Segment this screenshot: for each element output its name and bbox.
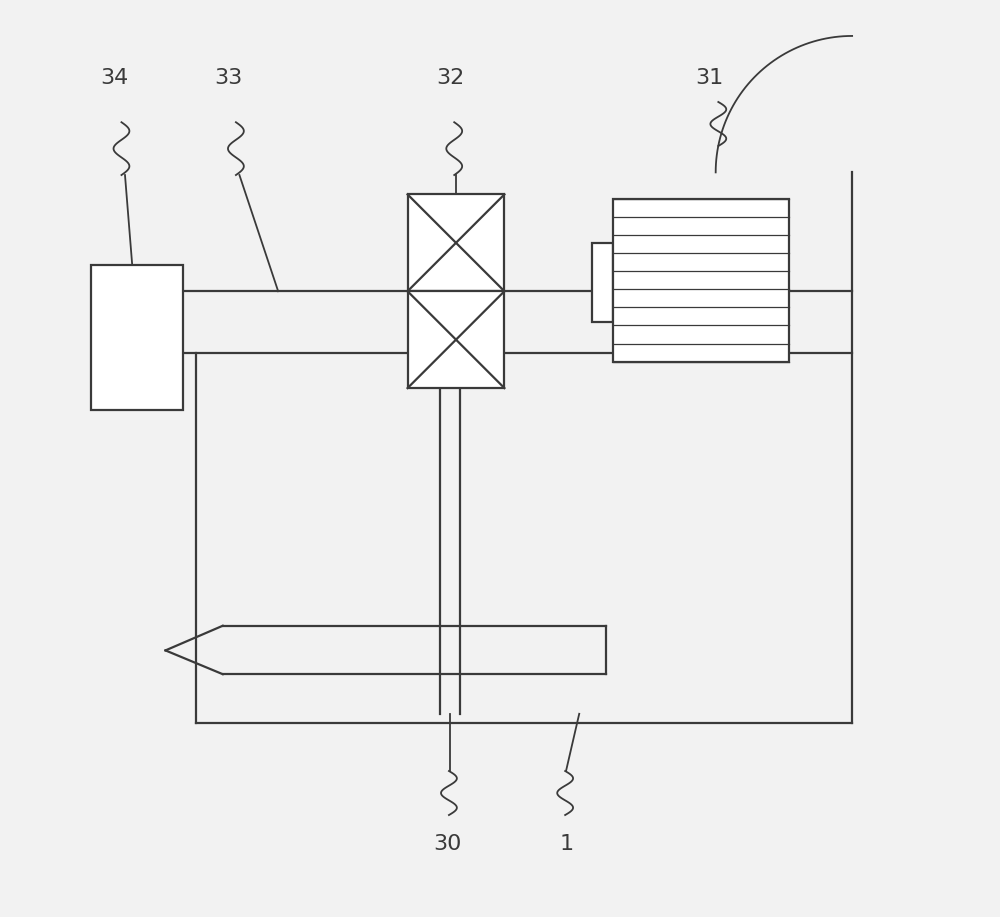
Bar [613,199,789,361]
Bar [408,194,504,292]
Bar [91,265,183,410]
Text: 34: 34 [100,68,129,88]
Bar [592,243,613,322]
Text: 32: 32 [437,68,465,88]
Text: 31: 31 [695,68,724,88]
Text: 1: 1 [560,834,574,854]
Text: 30: 30 [433,834,461,854]
Bar [408,292,504,388]
Text: 33: 33 [215,68,243,88]
